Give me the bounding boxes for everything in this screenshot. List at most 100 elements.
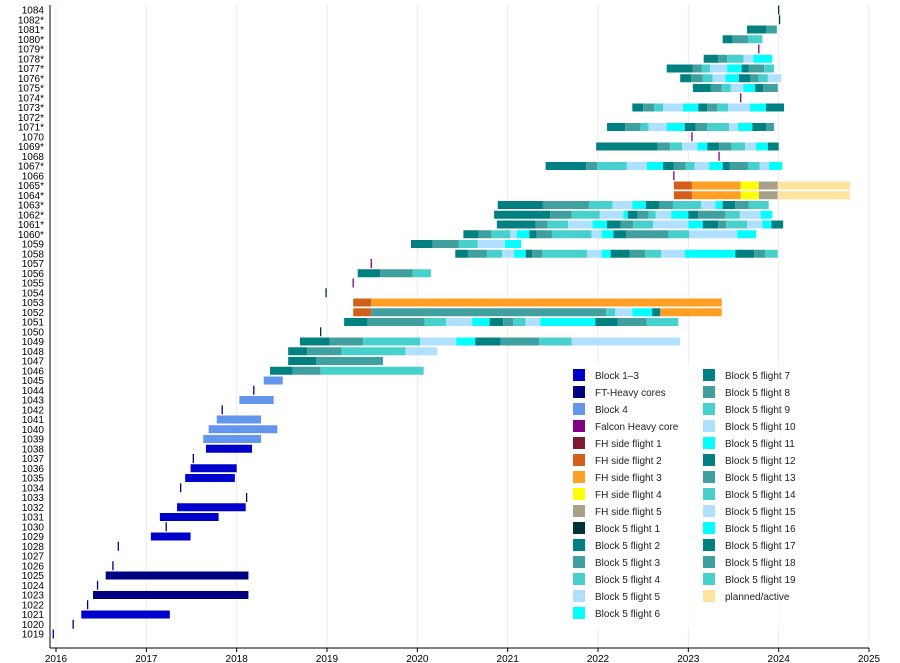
booster-segment-1052	[652, 308, 661, 317]
booster-segment-1061	[718, 220, 727, 229]
y-tick-label: 1058	[22, 249, 45, 260]
booster-segment-1076	[758, 74, 768, 83]
booster-segment-1025	[105, 571, 249, 580]
booster-segment-1065	[740, 181, 759, 190]
booster-segment-1069	[731, 142, 746, 151]
legend-label: FH side flight 5	[595, 507, 662, 518]
booster-segment-1041	[216, 415, 262, 424]
booster-segment-1051	[503, 318, 514, 326]
booster-segment-1060	[601, 230, 614, 239]
x-tick-label: 2018	[226, 654, 249, 663]
booster-segment-1048	[288, 347, 308, 356]
booster-segment-1071	[707, 123, 729, 131]
booster-segment-1062	[627, 210, 638, 219]
legend-label: Block 5 flight 15	[725, 507, 796, 518]
legend-swatch	[573, 420, 585, 432]
legend-label: Block 5 flight 3	[595, 558, 660, 569]
y-tick-label: 1037	[22, 454, 45, 465]
legend-label: Block 5 flight 7	[725, 371, 790, 382]
booster-segment-1062	[725, 210, 740, 219]
booster-segment-1021	[81, 610, 170, 619]
legend-label: Block 5 flight 4	[595, 575, 660, 586]
booster-segment-1071	[625, 123, 641, 131]
booster-segment-1067	[722, 162, 730, 170]
booster-segment-1077	[710, 64, 728, 73]
booster-segment-1077	[701, 64, 711, 73]
y-tick-label: 1073*	[18, 103, 44, 114]
booster-segment-1036	[190, 464, 237, 473]
booster-segment-1058	[661, 249, 685, 258]
legend-swatch	[703, 590, 715, 602]
booster-segment-1077	[764, 64, 775, 73]
booster-segment-1076	[712, 74, 726, 83]
booster-segment-1069	[682, 142, 698, 151]
booster-segment-1058	[765, 249, 778, 258]
booster-segment-1073	[717, 103, 729, 112]
booster-segment-1061	[620, 220, 634, 229]
booster-segment-1076	[750, 74, 759, 83]
booster-segment-1051	[367, 318, 425, 326]
booster-segment-1073	[654, 103, 664, 112]
booster-segment-1049	[299, 337, 330, 346]
legend-label: Block 1–3	[595, 371, 639, 382]
booster-segment-1059	[411, 240, 433, 248]
booster-segment-1060	[536, 230, 552, 239]
legend-swatch	[703, 573, 715, 585]
booster-segment-1078	[753, 54, 773, 63]
legend-label: Block 5 flight 2	[595, 541, 660, 552]
x-tick-label: 2017	[135, 654, 158, 663]
booster-segment-1069	[767, 142, 779, 151]
booster-segment-1063	[612, 201, 633, 209]
y-tick-label: 1030	[22, 522, 45, 533]
booster-segment-1080	[732, 35, 748, 44]
legend-label: Block 5 flight 5	[595, 592, 660, 603]
booster-segment-1069	[745, 142, 757, 151]
booster-segment-1045	[263, 376, 283, 385]
booster-segment-1062	[599, 210, 624, 219]
x-tick-label: 2025	[858, 654, 881, 663]
y-tick-label: 1021	[22, 610, 45, 621]
booster-segment-1069	[707, 142, 720, 151]
booster-segment-1071	[738, 123, 753, 131]
booster-segment-1067	[685, 162, 695, 170]
legend-label: Block 5 flight 8	[725, 388, 790, 399]
booster-segment-1081	[766, 25, 777, 34]
legend-swatch	[573, 386, 585, 398]
bars	[52, 5, 851, 639]
booster-segment-1061	[592, 220, 608, 229]
booster-segment-1049	[539, 337, 572, 346]
booster-segment-1060	[516, 230, 530, 239]
booster-segment-1063	[497, 201, 543, 209]
booster-segment-1062	[550, 210, 572, 219]
booster-segment-1076	[767, 74, 782, 83]
x-tick-label: 2019	[316, 654, 339, 663]
booster-segment-1061	[607, 220, 621, 229]
booster-segment-1056	[412, 269, 431, 278]
y-tick-label: 1049	[22, 337, 45, 348]
booster-segment-1048	[341, 347, 406, 356]
booster-segment-1052	[615, 308, 633, 317]
y-tick-label: 1081*	[18, 25, 44, 36]
booster-segment-1048	[307, 347, 342, 356]
booster-segment-1049	[363, 337, 421, 346]
legend-label: Falcon Heavy core	[595, 422, 679, 433]
booster-segment-1060	[668, 230, 690, 239]
booster-segment-1039	[203, 435, 262, 443]
booster-segment-1061	[633, 220, 654, 229]
booster-segment-1067	[709, 162, 723, 170]
booster-segment-1062	[648, 210, 656, 219]
grid	[55, 5, 870, 648]
booster-segment-1080	[722, 35, 733, 44]
legend-label: FH side flight 3	[595, 473, 662, 484]
y-tick-label: 1026	[22, 561, 45, 572]
booster-segment-1058	[502, 249, 514, 258]
y-tick-label: 1079*	[18, 45, 44, 56]
booster-segment-1073	[707, 103, 718, 112]
booster-segment-1069	[719, 142, 732, 151]
booster-segment-1060	[551, 230, 592, 239]
booster-segment-1061	[702, 220, 719, 229]
booster-segment-1067	[663, 162, 674, 170]
legend-label: Block 5 flight 17	[725, 541, 796, 552]
booster-segment-1058	[629, 249, 645, 258]
